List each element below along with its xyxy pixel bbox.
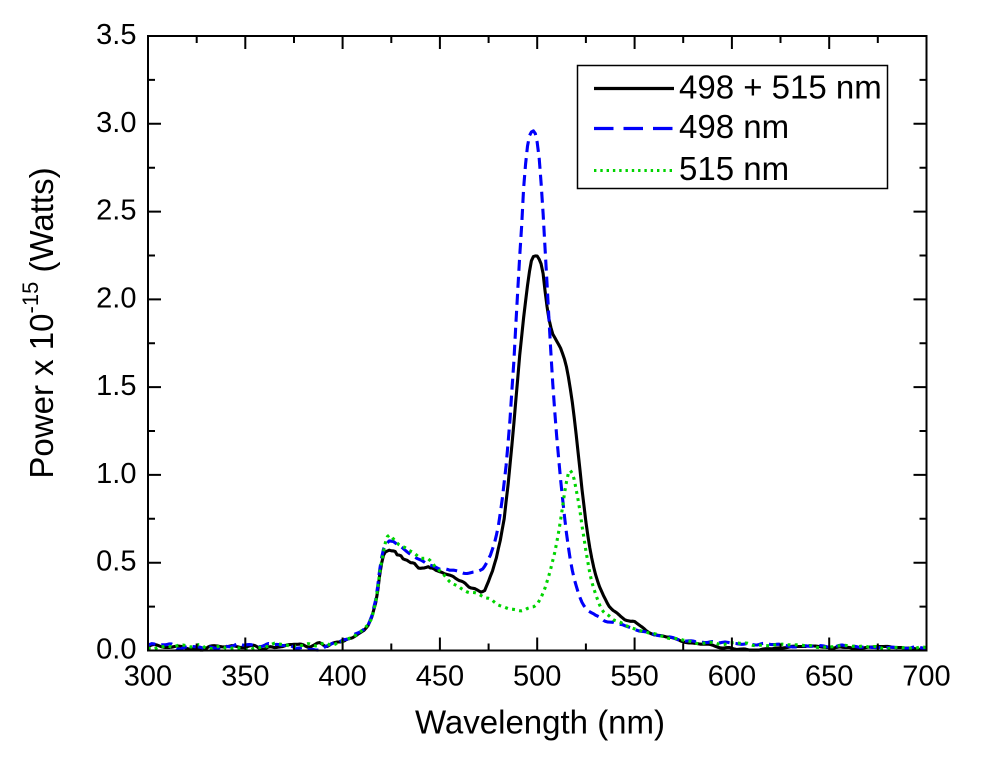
svg-text:0.5: 0.5 bbox=[96, 546, 136, 578]
svg-text:3.5: 3.5 bbox=[96, 19, 136, 51]
svg-text:3.0: 3.0 bbox=[96, 107, 136, 139]
svg-text:700: 700 bbox=[902, 661, 950, 693]
svg-text:2.5: 2.5 bbox=[96, 195, 136, 227]
svg-text:Power x 10-15 (Watts): Power x 10-15 (Watts) bbox=[18, 167, 60, 478]
svg-text:1.5: 1.5 bbox=[96, 370, 136, 402]
svg-text:515 nm: 515 nm bbox=[679, 150, 789, 187]
svg-text:450: 450 bbox=[416, 661, 464, 693]
svg-text:350: 350 bbox=[221, 661, 269, 693]
svg-text:500: 500 bbox=[513, 661, 561, 693]
svg-text:0.0: 0.0 bbox=[96, 634, 136, 666]
svg-text:600: 600 bbox=[708, 661, 756, 693]
svg-text:550: 550 bbox=[610, 661, 658, 693]
svg-text:498 + 515 nm: 498 + 515 nm bbox=[679, 69, 882, 106]
svg-text:300: 300 bbox=[124, 661, 172, 693]
svg-text:650: 650 bbox=[805, 661, 853, 693]
svg-text:400: 400 bbox=[318, 661, 366, 693]
svg-text:498 nm: 498 nm bbox=[679, 108, 789, 145]
svg-text:1.0: 1.0 bbox=[96, 458, 136, 490]
svg-text:Wavelength (nm): Wavelength (nm) bbox=[415, 704, 665, 741]
svg-text:2.0: 2.0 bbox=[96, 282, 136, 314]
